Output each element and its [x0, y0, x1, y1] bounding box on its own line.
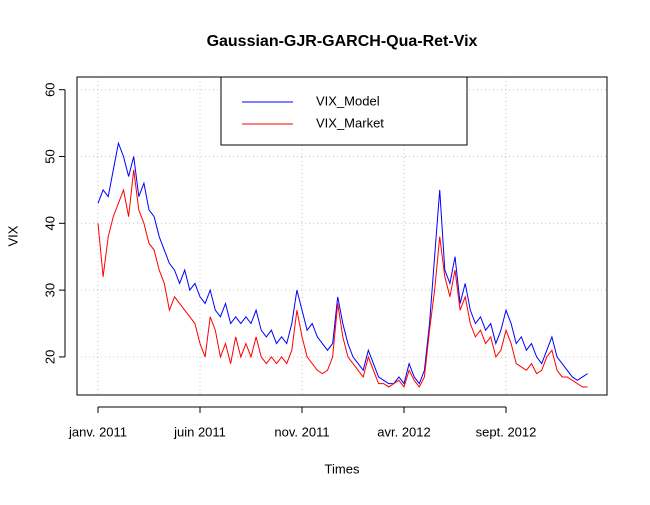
legend-box — [220, 76, 468, 146]
x-tick-label: janv. 2011 — [68, 424, 127, 439]
series-line — [97, 169, 588, 389]
x-tick-label: avr. 2012 — [377, 424, 431, 439]
y-tick-label: 30 — [42, 283, 57, 297]
series-line — [97, 141, 588, 385]
x-tick-label: juin 2011 — [173, 424, 226, 439]
y-tick-label: 60 — [42, 82, 57, 96]
chart-title: Gaussian-GJR-GARCH-Qua-Ret-Vix — [207, 33, 478, 50]
x-tick-label: sept. 2012 — [476, 424, 537, 439]
legend-label: VIX_Market — [316, 115, 384, 130]
legend-label: VIX_Model — [316, 93, 380, 108]
x-axis-label: Times — [325, 461, 360, 476]
y-axis-label: VIX — [5, 225, 20, 246]
y-tick-label: 40 — [42, 216, 57, 230]
y-tick-label: 50 — [42, 149, 57, 163]
y-tick-label: 20 — [42, 350, 57, 364]
x-tick-label: nov. 2011 — [274, 424, 329, 439]
